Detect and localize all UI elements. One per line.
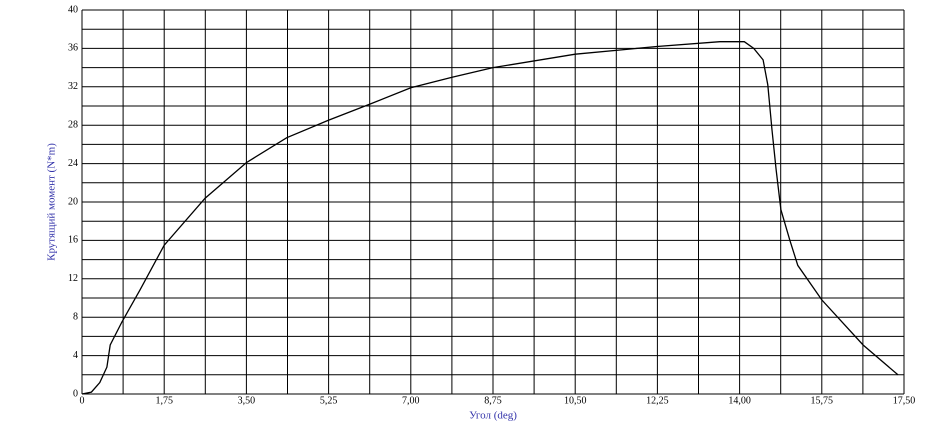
x-tick-label: 17,50 [893, 395, 916, 406]
x-tick-label: 14,00 [728, 395, 751, 406]
x-tick-label: 0 [80, 395, 85, 406]
x-tick-label: 10,50 [564, 395, 587, 406]
x-tick-label: 12,25 [646, 395, 669, 406]
x-tick-label: 5,25 [320, 395, 338, 406]
x-axis-title: Угол (deg) [469, 410, 517, 422]
y-tick-label: 32 [68, 81, 78, 92]
x-tick-label: 15,75 [811, 395, 834, 406]
data-line [81, 41, 899, 395]
y-tick-label: 24 [68, 158, 78, 169]
x-tick-label: 8,75 [484, 395, 502, 406]
x-tick-label: 7,00 [402, 395, 420, 406]
y-tick-label: 12 [68, 273, 78, 284]
x-tick-label: 3,50 [238, 395, 256, 406]
y-tick-label: 40 [68, 4, 78, 15]
y-tick-label: 4 [73, 350, 78, 361]
y-tick-label: 28 [68, 119, 78, 130]
y-tick-label: 20 [68, 196, 78, 207]
y-tick-label: 8 [73, 311, 78, 322]
x-tick-label: 1,75 [155, 395, 173, 406]
y-axis-title: Крутящий момент (N*m) [46, 143, 58, 261]
y-tick-label: 36 [68, 43, 78, 54]
y-tick-label: 16 [68, 235, 78, 246]
y-tick-label: 0 [73, 388, 78, 399]
